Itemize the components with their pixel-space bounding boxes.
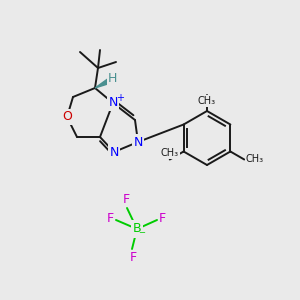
Text: N: N [108,97,118,110]
Text: O: O [62,110,72,124]
Polygon shape [95,79,110,88]
Text: N: N [133,136,143,148]
Text: F: F [122,193,130,206]
Text: CH₃: CH₃ [198,96,216,106]
Text: CH₃: CH₃ [161,148,179,158]
Text: F: F [107,212,114,226]
Text: B: B [133,223,141,236]
Text: N: N [109,146,119,158]
Text: CH₃: CH₃ [245,154,263,164]
Text: −: − [139,229,145,238]
Text: +: + [116,93,124,103]
Text: F: F [129,251,137,264]
Text: H: H [107,73,117,85]
Text: F: F [159,212,166,226]
